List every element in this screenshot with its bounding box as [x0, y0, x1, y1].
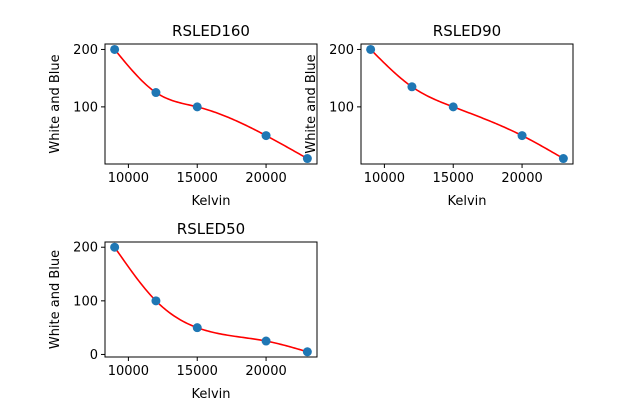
data-point	[151, 88, 161, 98]
data-point	[261, 336, 271, 346]
data-point	[192, 323, 202, 333]
plot-frame	[104, 43, 318, 165]
y-axis-label: White and Blue	[304, 54, 319, 153]
data-point	[110, 44, 120, 54]
data-point	[261, 131, 271, 141]
fit-curve	[113, 246, 308, 353]
x-axis-label: Kelvin	[191, 194, 230, 209]
data-point	[192, 102, 202, 112]
y-tick-label: 200	[73, 241, 98, 256]
x-tick-label: 10000	[108, 171, 149, 186]
y-tick-label: 200	[73, 43, 98, 58]
x-tick-label: 15000	[177, 171, 218, 186]
fit-curve	[114, 48, 308, 160]
plot-frame	[360, 43, 574, 165]
data-point	[558, 154, 568, 164]
x-tick-label: 20000	[245, 364, 286, 379]
subplot-2: 10000 15000 20000 100 200 RSLED90 Kelvin White …	[304, 22, 574, 209]
x-tick-label: 20000	[245, 171, 286, 186]
y-axis-label: White and Blue	[48, 54, 63, 153]
y-tick-label: 0	[90, 348, 98, 363]
data-point	[110, 242, 120, 252]
data-point	[448, 102, 458, 112]
y-tick-label: 100	[329, 100, 354, 115]
x-axis-label: Kelvin	[191, 387, 230, 402]
x-tick-label: 10000	[108, 364, 149, 379]
x-tick-label: 20000	[501, 171, 542, 186]
fit-curve	[370, 48, 564, 160]
y-tick-label: 100	[73, 294, 98, 309]
subplot-3: 10000 15000 20000 0 100 200 RSLED50 Kelvin White…	[48, 220, 318, 402]
y-axis-label: White and Blue	[48, 250, 63, 349]
x-tick-label: 15000	[177, 364, 218, 379]
data-point	[366, 44, 376, 54]
data-point	[407, 82, 417, 92]
y-tick-label: 200	[329, 43, 354, 58]
x-tick-label: 10000	[364, 171, 405, 186]
data-point	[151, 296, 161, 306]
subplot-1: 10000 15000 20000 100 200 RSLED160 Kelvin White…	[48, 22, 318, 209]
chart-title: RSLED160	[172, 22, 250, 40]
data-point	[517, 131, 527, 141]
data-point	[302, 154, 312, 164]
chart-title: RSLED50	[177, 220, 245, 238]
x-axis-label: Kelvin	[447, 194, 486, 209]
chart-title: RSLED90	[433, 22, 501, 40]
x-tick-label: 15000	[433, 171, 474, 186]
y-tick-label: 100	[73, 100, 98, 115]
plot-frame	[104, 241, 318, 358]
data-point	[302, 347, 312, 357]
